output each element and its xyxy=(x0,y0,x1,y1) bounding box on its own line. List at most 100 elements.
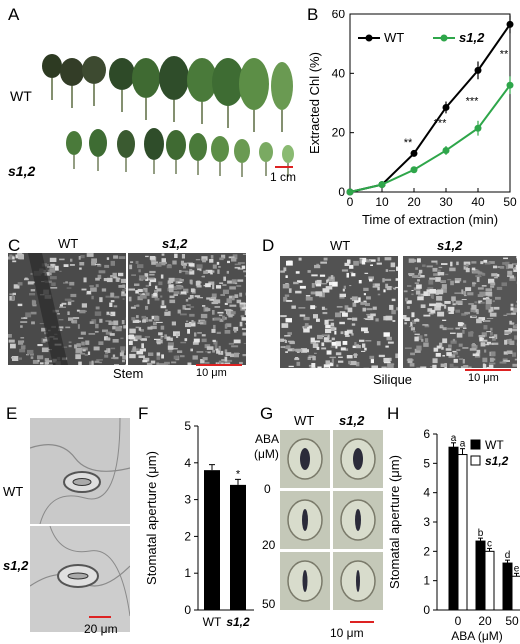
bar xyxy=(457,454,468,611)
legend-label: s1,2 xyxy=(485,454,509,468)
y-tick-label: 60 xyxy=(332,10,346,21)
panel-c-caption: Stem xyxy=(113,366,144,381)
bar xyxy=(475,540,486,611)
panel-c-scale-bar xyxy=(196,364,242,366)
y-tick-label: 0 xyxy=(423,603,430,617)
x-tick-label: 50 xyxy=(503,195,517,209)
leaf-s12 xyxy=(66,131,82,169)
panel-label-c: C xyxy=(8,236,21,255)
panel-a-s12-label: s1,2 xyxy=(8,163,36,179)
leaf-s12 xyxy=(211,136,229,176)
bar xyxy=(448,446,459,611)
data-point xyxy=(378,181,386,189)
significance-letter: c xyxy=(487,538,492,549)
stomata-image-s12 xyxy=(30,526,130,632)
stem-micrograph-s12 xyxy=(128,253,246,365)
panel-d-caption: Silique xyxy=(373,372,413,387)
x-tick-label: 40 xyxy=(471,195,485,209)
data-point xyxy=(410,149,418,157)
bar xyxy=(502,562,513,611)
panel-a-wt-label: WT xyxy=(10,88,32,104)
leaf-s12 xyxy=(189,133,207,175)
panel-label-h: H xyxy=(387,404,400,423)
data-point xyxy=(410,166,418,174)
panel-a-scale-bar xyxy=(275,166,293,168)
panel-e-wt-label: WT xyxy=(3,484,24,499)
panel-e-scale-label: 20 μm xyxy=(84,622,118,636)
panel-d-scale-label: 10 μm xyxy=(468,372,499,384)
panel-g-row-20: 20 xyxy=(262,538,276,552)
leaf-wt xyxy=(132,58,160,120)
y-tick-label: 20 xyxy=(332,126,346,140)
significance-letter: a xyxy=(451,433,457,444)
significance-letter: a xyxy=(460,439,466,450)
significance-letter: e xyxy=(514,563,520,574)
y-axis-label: Stomatal aperture (μm) xyxy=(387,455,402,589)
chart-b: 0 20 40 60 0 10 20 30 40 50 Time of extraction (mi… xyxy=(307,10,517,227)
data-point xyxy=(506,81,514,89)
x-axis-label: ABA (μM) xyxy=(451,629,503,643)
y-tick-label: 0 xyxy=(184,603,191,617)
panel-g-scale-bar xyxy=(350,621,374,623)
significance-mark: * xyxy=(236,468,241,480)
y-axis-label: Stomatal aperture (μm) xyxy=(144,451,159,585)
y-tick-label: 1 xyxy=(423,574,430,588)
leaf-wt xyxy=(212,58,244,128)
data-point xyxy=(442,146,450,154)
y-tick-label: 2 xyxy=(423,544,430,558)
data-point xyxy=(506,20,514,28)
chart-h: 0 1 2 3 4 5 6 Stomatal aperture (μm) aa 0 bc 20 de 50… xyxy=(387,427,520,643)
leaf-wt xyxy=(159,56,189,122)
leaf-wt xyxy=(271,62,293,132)
series-line xyxy=(349,84,511,193)
panel-c-wt-label: WT xyxy=(58,236,79,251)
leaf-s12 xyxy=(259,142,273,176)
panel-d-s12-label: s1,2 xyxy=(437,238,463,253)
significance-mark: ** xyxy=(500,48,509,60)
legend-marker xyxy=(365,34,373,42)
silique-micrograph-s12 xyxy=(403,256,517,368)
leaf-photo-panel-a xyxy=(42,54,294,177)
y-tick-label: 5 xyxy=(184,420,191,433)
panel-label-f: F xyxy=(138,404,149,423)
bar xyxy=(511,575,520,611)
y-tick-label: 3 xyxy=(423,515,430,529)
leaf-wt xyxy=(42,54,62,100)
y-tick-label: 2 xyxy=(184,529,191,543)
x-tick-label: 30 xyxy=(439,195,453,209)
panel-label-d: D xyxy=(262,236,275,255)
y-tick-label: 6 xyxy=(423,427,430,441)
x-axis-label: Time of extraction (min) xyxy=(362,212,498,227)
panel-a-scale-label: 1 cm xyxy=(270,170,297,184)
y-tick-label: 0 xyxy=(338,185,345,199)
x-tick-label: 0 xyxy=(455,614,462,628)
significance-mark: *** xyxy=(466,95,480,107)
legend-label: WT xyxy=(485,438,504,452)
chart-f: 0 1 2 3 4 5 Stomatal aperture (μm) WT s1,2 * xyxy=(144,420,254,629)
leaf-s12 xyxy=(117,130,135,172)
significance-letter: b xyxy=(478,528,484,539)
panel-g-aba-label: ABA xyxy=(255,432,280,446)
panel-g-s12-label: s1,2 xyxy=(339,413,365,428)
y-axis-label: Extracted Chl (%) xyxy=(307,52,322,154)
leaf-s12 xyxy=(144,128,164,174)
stem-micrograph-wt xyxy=(8,253,126,365)
panel-g-wt-label: WT xyxy=(294,413,315,428)
legend-swatch xyxy=(470,439,481,450)
panel-label-e: E xyxy=(6,404,18,423)
bar xyxy=(204,470,220,610)
y-tick-label: 3 xyxy=(184,493,191,507)
panel-label-a: A xyxy=(8,5,20,24)
leaf-wt xyxy=(82,56,106,106)
panel-g-unit-label: (μM) xyxy=(254,447,279,461)
x-tick-label: 20 xyxy=(407,195,421,209)
aba-stomata-grid xyxy=(280,430,383,610)
x-tick-label: 10 xyxy=(375,195,389,209)
x-tick-label: 20 xyxy=(478,614,492,628)
plot-frame xyxy=(349,13,511,193)
panel-c-scale-label: 10 μm xyxy=(196,367,227,379)
data-point xyxy=(474,124,482,132)
series-line xyxy=(349,23,511,193)
y-tick-label: 4 xyxy=(184,456,191,470)
legend-marker xyxy=(440,34,448,42)
